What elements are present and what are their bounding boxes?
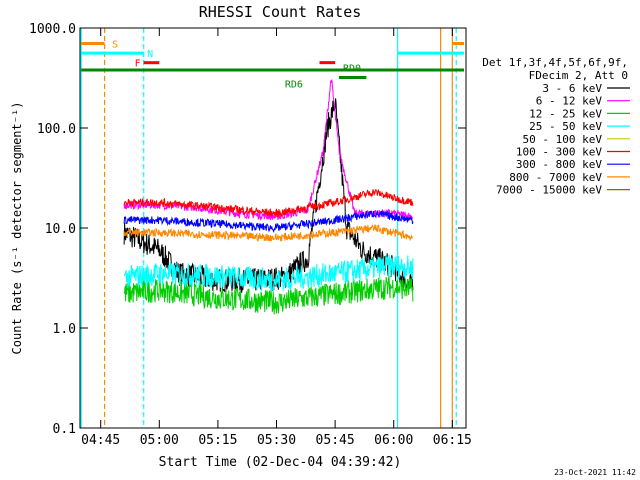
flag-label-0: S [112, 39, 118, 50]
legend-entry-2: 12 - 25 keV [529, 107, 602, 120]
series-line-3 [123, 254, 414, 293]
legend-entry-8: 7000 - 15000 keV [496, 184, 602, 197]
y-tick-label-0: 0.1 [53, 422, 76, 437]
legend-entry-3: 25 - 50 keV [529, 120, 602, 133]
series-line-1 [123, 79, 414, 222]
series-line-6 [123, 209, 414, 233]
x-tick-label-4: 05:45 [316, 433, 355, 448]
x-tick-label-1: 05:00 [140, 433, 179, 448]
y-tick-label-1: 1.0 [53, 322, 76, 337]
footer-timestamp: 23-Oct-2021 11:42 [554, 468, 636, 477]
legend-entry-0: 3 - 6 keV [542, 82, 602, 95]
legend-header-1: FDecim 2, Att 0 [529, 69, 628, 82]
flag-label-4: F [135, 59, 141, 70]
legend-entry-4: 50 - 100 keV [523, 133, 603, 146]
x-tick-label-6: 06:15 [433, 433, 472, 448]
y-tick-label-2: 10.0 [45, 222, 76, 237]
flag-label-1: N [147, 49, 153, 60]
chart-title: RHESSI Count Rates [199, 3, 362, 21]
series-line-0 [123, 98, 414, 293]
flag-label-7: RD0 [343, 63, 361, 74]
y-tick-label-3: 100.0 [37, 122, 76, 137]
legend-entry-7: 800 - 7000 keV [509, 171, 602, 184]
legend-entry-6: 300 - 800 keV [516, 158, 602, 171]
x-tick-label-0: 04:45 [81, 433, 120, 448]
legend-entry-5: 100 - 300 keV [516, 146, 602, 159]
x-tick-label-5: 06:00 [374, 433, 413, 448]
series-line-7 [123, 224, 413, 243]
y-axis-label: Count Rate (s⁻¹ detector segment⁻¹) [10, 102, 24, 355]
legend-header-0: Det 1f,3f,4f,5f,6f,9f, [482, 56, 628, 69]
flag-label-8: RD6 [285, 79, 303, 90]
x-tick-label-2: 05:15 [198, 433, 237, 448]
series-line-5 [123, 188, 414, 218]
x-tick-label-3: 05:30 [257, 433, 296, 448]
series-line-2 [123, 276, 414, 315]
legend-entry-1: 6 - 12 keV [536, 95, 603, 108]
y-tick-label-4: 1000.0 [29, 22, 76, 37]
x-axis-label: Start Time (02-Dec-04 04:39:42) [159, 455, 402, 470]
plot-frame [79, 27, 467, 429]
